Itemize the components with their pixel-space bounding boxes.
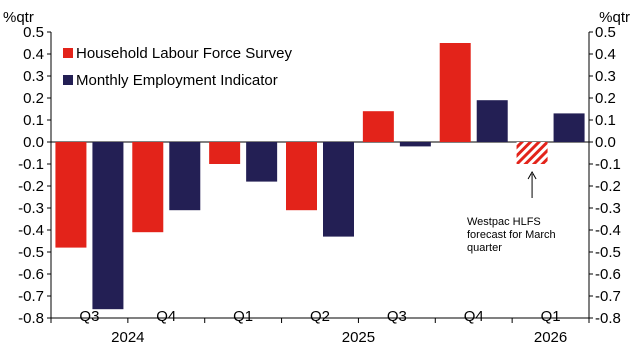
legend-label-hlfs: Household Labour Force Survey [76,45,292,62]
x-year-label: 2026 [534,329,567,346]
y-tick-label-left: -0.3 [18,200,44,217]
y-tick-label-right: 0.3 [595,68,616,85]
x-year-label: 2024 [111,329,144,346]
y-tick-label-right: -0.3 [595,200,621,217]
y-tick-label-right: 0.2 [595,90,616,107]
y-tick-label-left: 0.5 [23,24,44,41]
mei-bar [246,142,278,182]
y-tick-label-left: 0.4 [23,46,44,63]
y-tick-label-left: 0.3 [23,68,44,85]
y-tick-label-left: 0.0 [23,134,44,151]
y-tick-label-right: 0.4 [595,46,616,63]
y-unit-left: %qtr [3,9,34,26]
annotation-arrow-head [527,170,537,180]
hlfs-bar [132,142,164,233]
annotation-text: quarter [467,242,502,254]
legend-swatch-hlfs [63,48,73,58]
x-category-label: Q1 [541,308,561,325]
x-category-label: Q4 [464,308,484,325]
y-tick-label-left: -0.1 [18,156,44,173]
y-tick-label-right: -0.2 [595,178,621,195]
y-tick-label-right: -0.5 [595,244,621,261]
hlfs-bar [439,43,471,142]
y-tick-label-right: -0.6 [595,266,621,283]
hlfs-bar [362,111,394,142]
y-tick-label-left: -0.5 [18,244,44,261]
x-category-label: Q4 [156,308,176,325]
forecast-bar [516,142,548,164]
mei-bar [169,142,201,211]
legend-swatch-mei [63,75,73,85]
legend-label-mei: Monthly Employment Indicator [76,72,278,89]
mei-bar [399,142,431,147]
y-tick-label-right: -0.4 [595,222,621,239]
hlfs-bar [55,142,87,248]
y-tick-label-left: -0.7 [18,288,44,305]
x-category-label: Q1 [233,308,253,325]
hlfs-bar [286,142,317,211]
y-tick-label-left: -0.2 [18,178,44,195]
y-tick-label-left: -0.4 [18,222,44,239]
mei-bar [323,142,354,237]
mei-bar [476,100,508,142]
y-tick-label-right: -0.7 [595,288,621,305]
mei-bar [553,113,585,142]
x-year-label: 2025 [342,329,375,346]
y-tick-label-right: 0.5 [595,24,616,41]
annotation-text: Westpac HLFS [467,216,541,228]
y-tick-label-right: -0.1 [595,156,621,173]
x-category-label: Q2 [310,308,330,325]
y-tick-label-right: 0.0 [595,134,616,151]
annotation-text: forecast for March [467,229,556,241]
x-category-label: Q3 [79,308,99,325]
hlfs-bar [209,142,241,164]
y-tick-label-left: 0.2 [23,90,44,107]
y-tick-label-left: -0.6 [18,266,44,283]
mei-bar [92,142,124,310]
y-tick-label-right: -0.8 [595,310,621,327]
y-tick-label-left: 0.1 [23,112,44,129]
y-tick-label-left: -0.8 [18,310,44,327]
y-tick-label-right: 0.1 [595,112,616,129]
x-category-label: Q3 [387,308,407,325]
y-unit-right: %qtr [599,9,630,26]
